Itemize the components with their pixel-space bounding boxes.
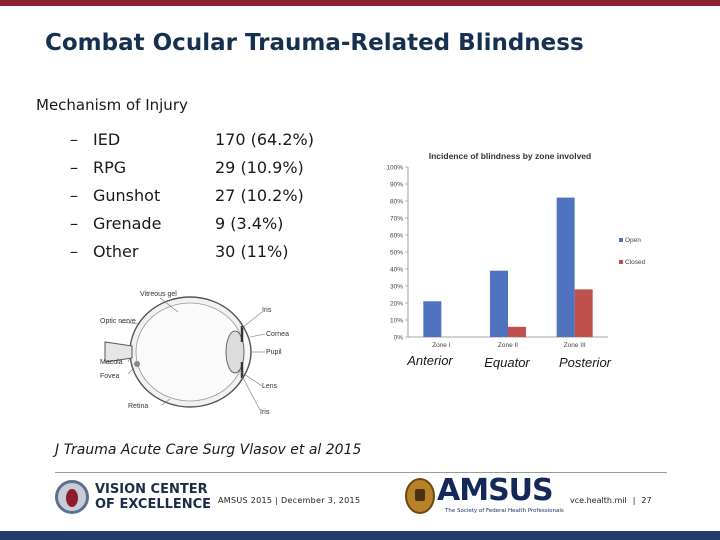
- top-accent-bar: [0, 0, 720, 6]
- bullet-dash: –: [70, 242, 78, 261]
- label-optic-nerve: Optic nerve: [100, 318, 136, 325]
- mechanism-name: Grenade: [93, 214, 162, 233]
- bullet-dash: –: [70, 214, 78, 233]
- y-tick-label: 70%: [390, 216, 403, 223]
- bullet-dash: –: [70, 158, 78, 177]
- y-tick-label: 90%: [390, 182, 403, 189]
- label-lens: Lens: [262, 383, 278, 390]
- macula-spot: [134, 361, 140, 367]
- footer-separator: |: [632, 496, 636, 505]
- amsus-tagline: The Society of Federal Health Profession…: [445, 508, 564, 514]
- legend-swatch: [619, 238, 623, 242]
- amsus-seal-icon: [405, 478, 435, 514]
- citation: J Trauma Acute Care Surg Vlasov et al 20…: [55, 442, 362, 458]
- legend-label: Open: [625, 237, 641, 244]
- zone-annotation-anterior: Anterior: [406, 353, 453, 368]
- mechanism-value: 27 (10.2%): [215, 186, 304, 205]
- mechanism-name: Other: [93, 242, 139, 261]
- label-vitreous-gel: Vitreous gel: [140, 291, 177, 298]
- vce-seal-icon: [55, 480, 89, 514]
- mechanism-value: 30 (11%): [215, 242, 289, 261]
- mechanism-name: RPG: [93, 158, 127, 177]
- vce-logo: VISION CENTER OF EXCELLENCE: [55, 480, 215, 520]
- legend-label: Closed: [625, 259, 646, 266]
- x-tick-label: Zone I: [432, 342, 451, 349]
- label-retina: Retina: [128, 403, 148, 410]
- footer-divider: [55, 472, 667, 473]
- bullet-dash: –: [70, 130, 78, 149]
- section-heading: Mechanism of Injury: [36, 96, 188, 114]
- y-tick-label: 100%: [386, 165, 403, 172]
- bar-closed: [508, 326, 526, 337]
- y-tick-label: 80%: [390, 199, 403, 206]
- vce-wordmark-line2: OF EXCELLENCE: [95, 497, 212, 512]
- vce-wordmark-line1: VISION CENTER: [95, 482, 208, 497]
- mechanism-name: IED: [93, 130, 121, 149]
- eye-anatomy-diagram: Vitreous gel Optic nerve Macula Fovea Re…: [100, 291, 289, 416]
- bar-closed: [574, 289, 593, 337]
- amsus-wordmark: AMSUS: [437, 473, 554, 508]
- label-iris-top: Iris: [262, 307, 272, 314]
- bar-open: [490, 270, 508, 337]
- chart-title: Incidence of blindness by zone involved: [429, 151, 591, 161]
- footer-right: vce.health.mil | 27: [570, 496, 652, 505]
- x-tick-label: Zone III: [564, 342, 586, 349]
- lens-shape: [225, 330, 245, 374]
- mechanism-value: 170 (64.2%): [215, 130, 314, 149]
- slide-title: Combat Ocular Trauma-Related Blindness: [45, 30, 584, 56]
- bar-open: [423, 301, 442, 337]
- mechanism-value: 9 (3.4%): [215, 214, 284, 233]
- y-tick-label: 30%: [390, 284, 403, 291]
- y-tick-label: 50%: [390, 250, 403, 257]
- y-tick-label: 20%: [390, 301, 403, 308]
- label-macula: Macula: [100, 359, 123, 366]
- chart-legend: Open Closed: [619, 237, 646, 266]
- legend-swatch: [619, 260, 623, 264]
- vce-wordmark: VISION CENTER OF EXCELLENCE: [95, 482, 211, 512]
- bar-open: [556, 197, 575, 337]
- chart-bars: Zone I Zone II Zone III: [423, 197, 593, 349]
- y-tick-label: 40%: [390, 267, 403, 274]
- page-number: 27: [641, 496, 652, 505]
- x-tick-label: Zone II: [498, 342, 518, 349]
- bottom-accent-bar: [0, 531, 720, 540]
- zone-annotation-posterior: Posterior: [559, 355, 612, 370]
- mechanism-name: Gunshot: [93, 186, 161, 205]
- bullet-dash: –: [70, 186, 78, 205]
- zone-annotation-equator: Equator: [484, 355, 530, 370]
- optic-nerve-shape: [104, 341, 133, 363]
- site-link[interactable]: vce.health.mil: [570, 496, 627, 505]
- blindness-by-zone-chart: Incidence of blindness by zone involved …: [386, 151, 646, 370]
- mechanism-value: 29 (10.9%): [215, 158, 304, 177]
- y-tick-label: 60%: [390, 233, 403, 240]
- y-tick-label: 0%: [394, 335, 404, 342]
- label-pupil: Pupil: [266, 349, 282, 356]
- label-iris-bottom: Iris: [260, 409, 270, 416]
- y-tick-label: 10%: [390, 318, 403, 325]
- event-footer: AMSUS 2015 | December 3, 2015: [218, 496, 361, 505]
- label-fovea: Fovea: [100, 373, 120, 380]
- label-cornea: Cornea: [266, 331, 289, 338]
